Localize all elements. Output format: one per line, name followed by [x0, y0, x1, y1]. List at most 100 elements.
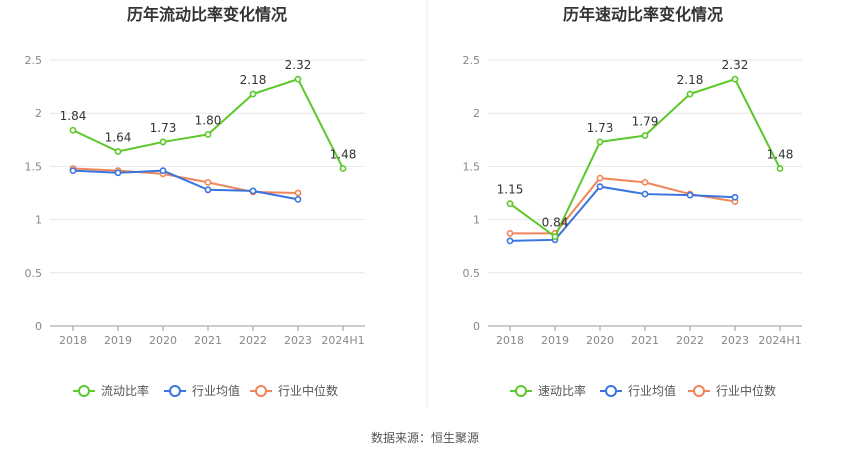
- series-line: [72, 169, 299, 201]
- data-point: [204, 131, 212, 138]
- data-point: [506, 237, 514, 245]
- data-point: [294, 195, 302, 203]
- series-line: [509, 185, 736, 242]
- x-tick-label: 2021: [631, 334, 659, 347]
- data-label: 2.32: [285, 58, 312, 72]
- data-point: [641, 132, 649, 139]
- data-point: [69, 126, 77, 134]
- legend-label: 流动比率: [101, 383, 149, 398]
- data-point: [641, 178, 649, 186]
- data-source-note: 数据来源：恒生聚源: [370, 431, 479, 445]
- x-tick-label: 2019: [541, 334, 569, 347]
- x-tick-label: 2024H1: [758, 334, 801, 347]
- data-point: [249, 90, 257, 98]
- series-line: [509, 77, 781, 239]
- y-tick-label: 2.5: [463, 54, 481, 67]
- data-point: [114, 169, 122, 177]
- data-label: 1.73: [150, 121, 177, 135]
- data-point: [641, 190, 649, 198]
- y-tick-label: 1.5: [463, 160, 481, 173]
- chart-title: 历年流动比率变化情况: [127, 5, 287, 24]
- data-point: [159, 138, 167, 146]
- x-tick-label: 2022: [676, 334, 704, 347]
- y-tick-label: 2: [35, 107, 42, 120]
- data-label: 1.64: [105, 131, 132, 145]
- data-point: [686, 191, 694, 199]
- data-label: 1.84: [60, 109, 87, 123]
- data-point: [294, 75, 302, 83]
- y-tick-label: 0: [35, 320, 42, 333]
- y-tick-label: 2.5: [25, 54, 43, 67]
- series-main: 1.84 1.64 1.73 1.80 2.18 2.32 1.48: [60, 58, 357, 172]
- chart-panel-2: 历年速动比率变化情况 0 0.5 1 1.5 2 2.5 2018 2019 2020 2021 20…: [463, 5, 802, 398]
- data-point: [731, 193, 739, 201]
- chart-panel-1: 历年流动比率变化情况 0 0.5 1 1.5 2 2.5 2018 2019 2020 2021 20…: [25, 5, 365, 398]
- y-tick-label: 0.5: [25, 267, 43, 280]
- legend-label: 行业中位数: [278, 383, 338, 398]
- data-label: 0.84: [542, 216, 569, 230]
- legend-marker: [515, 385, 527, 397]
- data-label: 1.15: [497, 183, 524, 197]
- legend-marker: [605, 385, 617, 397]
- y-tick-label: 1: [35, 214, 42, 227]
- x-tick-label: 2020: [149, 334, 177, 347]
- data-label: 2.32: [722, 58, 749, 72]
- data-label: 1.79: [632, 115, 659, 129]
- chart-title: 历年速动比率变化情况: [563, 5, 723, 24]
- legend-marker: [78, 385, 90, 397]
- x-tick-label: 2024H1: [321, 334, 364, 347]
- legend-marker: [693, 385, 705, 397]
- x-tick-label: 2023: [284, 334, 312, 347]
- x-tick-label: 2018: [59, 334, 87, 347]
- x-tick-label: 2018: [496, 334, 524, 347]
- data-point: [776, 165, 784, 172]
- data-point: [731, 75, 739, 83]
- y-tick-label: 0.5: [463, 267, 481, 280]
- data-point: [204, 186, 212, 194]
- x-tick-label: 2019: [104, 334, 132, 347]
- data-point: [506, 230, 514, 237]
- legend-label: 行业中位数: [716, 383, 776, 398]
- data-point: [69, 167, 77, 175]
- data-point: [294, 189, 302, 197]
- x-tick-label: 2021: [194, 334, 222, 347]
- legend-item-main: 流动比率: [73, 383, 149, 398]
- data-label: 1.80: [195, 113, 222, 127]
- data-label: 1.73: [587, 121, 614, 135]
- data-label: 1.48: [767, 148, 794, 162]
- series-avg: [69, 167, 302, 203]
- data-point: [596, 174, 604, 182]
- legend-label: 行业均值: [192, 383, 240, 398]
- legend-item-avg: 行业均值: [164, 383, 240, 398]
- data-point: [596, 138, 604, 146]
- y-tick-label: 2: [473, 107, 480, 120]
- data-point: [551, 233, 559, 241]
- y-tick-label: 1.5: [25, 160, 43, 173]
- series-main: 1.15 0.84 1.73 1.79 2.18 2.32 1.48: [497, 58, 794, 241]
- data-point: [249, 187, 257, 195]
- data-point: [339, 165, 347, 172]
- legend-item-main: 速动比率: [510, 383, 586, 398]
- y-tick-label: 1: [473, 214, 480, 227]
- data-point: [159, 167, 167, 175]
- legend-label: 速动比率: [538, 383, 586, 398]
- series-avg: [506, 183, 739, 245]
- data-label: 2.18: [240, 73, 267, 87]
- data-point: [506, 200, 514, 208]
- data-point: [686, 90, 694, 98]
- legend-marker: [255, 385, 267, 397]
- data-point: [596, 183, 604, 191]
- y-tick-label: 0: [473, 320, 480, 333]
- legend-marker: [169, 385, 181, 397]
- legend-item-avg: 行业均值: [600, 383, 676, 398]
- x-tick-label: 2023: [721, 334, 749, 347]
- data-point: [204, 178, 212, 186]
- legend-label: 行业均值: [628, 383, 676, 398]
- data-point: [114, 148, 122, 155]
- data-label: 1.48: [330, 148, 357, 162]
- x-tick-label: 2020: [586, 334, 614, 347]
- legend-item-median: 行业中位数: [688, 383, 776, 398]
- data-label: 2.18: [677, 73, 704, 87]
- legend-item-median: 行业中位数: [250, 383, 338, 398]
